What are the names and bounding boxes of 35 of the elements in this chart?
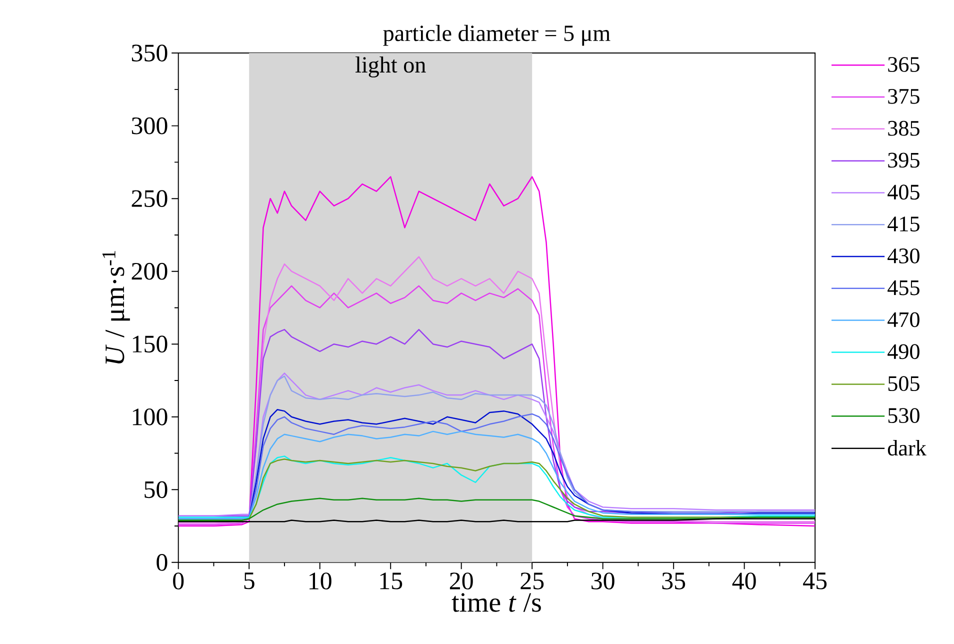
band-label: light on <box>356 56 426 78</box>
x-tick-label: 45 <box>803 572 827 590</box>
x-tick-label: 30 <box>592 572 614 590</box>
x-tick-label: 0 <box>173 572 184 590</box>
x-tick-label: 10 <box>310 572 332 590</box>
y-tick-label: 150 <box>132 335 168 352</box>
legend-label: 505 <box>888 376 920 391</box>
x-tick-label: 35 <box>662 572 686 590</box>
x-axis-title: time t /s <box>452 592 541 612</box>
y-tick-label: 250 <box>132 190 168 207</box>
legend-label: 415 <box>888 216 920 232</box>
y-tick-label: 50 <box>144 481 168 498</box>
legend-label: 395 <box>888 152 920 168</box>
legend-label: 385 <box>888 120 920 136</box>
y-tick-label: 300 <box>132 117 168 134</box>
y-axis-title: U / μm·s$^{-1}$ <box>102 250 130 364</box>
legend-label: dark <box>888 440 926 456</box>
x-tick-label: 15 <box>380 572 402 590</box>
legend-label: 455 <box>888 280 920 295</box>
y-tick-label: 100 <box>132 408 168 426</box>
legend-label: 405 <box>888 184 920 200</box>
x-tick-label: 25 <box>520 572 544 590</box>
y-tick-label: 0 <box>156 554 168 571</box>
legend-label: 365 <box>888 56 920 72</box>
legend-label: 375 <box>888 88 920 104</box>
legend-label: 530 <box>888 408 920 423</box>
chart-title: particle diameter = 5 μm <box>383 24 610 46</box>
legend-label: 430 <box>888 248 920 264</box>
y-tick-label: 350 <box>132 44 168 62</box>
y-tick-label: 200 <box>132 262 168 280</box>
x-tick-label: 20 <box>450 572 473 590</box>
legend-label: 490 <box>888 344 920 359</box>
legend-label: 470 <box>888 312 920 327</box>
x-tick-label: 5 <box>244 572 254 589</box>
x-tick-label: 40 <box>732 572 756 590</box>
